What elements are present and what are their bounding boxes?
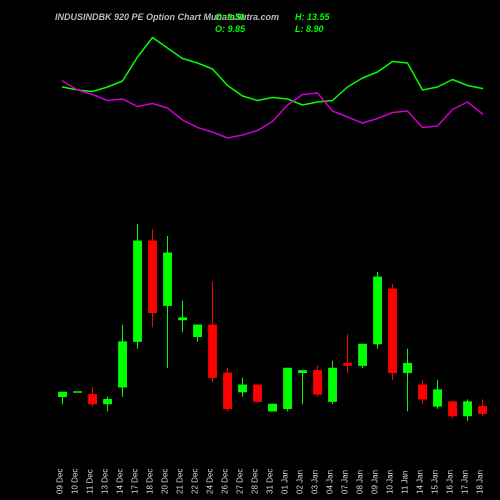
x-axis-label: 22 Dec <box>191 469 200 494</box>
candle-body <box>223 373 231 409</box>
x-axis-label: 20 Dec <box>161 469 170 494</box>
candle-body <box>448 402 456 416</box>
candle-body <box>148 241 156 313</box>
x-axis-label: 04 Jan <box>326 470 335 494</box>
x-axis-label: 14 Jan <box>416 470 425 494</box>
candle-body <box>73 392 81 393</box>
header-label: C: 9.30 <box>215 12 245 22</box>
x-axis-label: 02 Jan <box>296 470 305 494</box>
x-axis-label: 26 Dec <box>221 469 230 494</box>
x-axis-label: 14 Dec <box>116 469 125 494</box>
candle-body <box>163 253 171 306</box>
x-axis-label: 28 Dec <box>251 469 260 494</box>
x-axis-label: 10 Jan <box>386 470 395 494</box>
candle-body <box>418 385 426 399</box>
candle-body <box>88 394 96 404</box>
x-axis-label: 11 Jan <box>401 471 410 494</box>
candle-body <box>268 404 276 411</box>
candle-body <box>283 368 291 409</box>
candle-body <box>313 370 321 394</box>
x-axis-label: 08 Jan <box>356 470 365 494</box>
candle-body <box>133 241 141 342</box>
candle-body <box>433 390 441 407</box>
candle-body <box>178 318 186 320</box>
x-axis-label: 10 Dec <box>71 469 80 494</box>
x-axis-label: 11 Dec <box>86 469 95 494</box>
x-axis-label: 07 Jan <box>341 470 350 494</box>
header-label: INDUSINDBK 920 PE Option Chart MunafaSut… <box>55 12 279 22</box>
x-axis-label: 01 Jan <box>281 470 290 494</box>
x-axis-label: 09 Dec <box>56 469 65 494</box>
x-axis-label: 17 Jan <box>461 470 470 494</box>
x-axis-label: 17 Dec <box>131 469 140 494</box>
x-axis-label: 18 Jan <box>476 470 485 494</box>
candle-body <box>373 277 381 344</box>
x-axis-label: 21 Dec <box>176 469 185 494</box>
candle-body <box>463 402 471 416</box>
candle-body <box>298 370 306 372</box>
candle-body <box>253 385 261 402</box>
candle-body <box>403 363 411 373</box>
chart-svg: 09 Dec 10 Dec 11 Dec 13 Dec 14 Dec 17 Dec 18 D… <box>0 0 500 500</box>
chart-container: 09 Dec 10 Dec 11 Dec 13 Dec 14 Dec 17 Dec 18 D… <box>0 0 500 500</box>
candle-body <box>358 344 366 366</box>
candle-body <box>103 399 111 404</box>
candle-body <box>193 325 201 337</box>
candle-body <box>238 385 246 392</box>
x-axis-label: 15 Jan <box>431 470 440 494</box>
candle-body <box>478 406 486 413</box>
x-axis-label: 27 Dec <box>236 469 245 494</box>
x-axis-label: 09 Jan <box>371 470 380 494</box>
candle-body <box>208 325 216 378</box>
header-label: L: 8.90 <box>295 24 324 34</box>
x-axis-label: 31 Dec <box>266 469 275 494</box>
x-axis-label: 13 Dec <box>101 469 110 494</box>
background <box>0 0 500 500</box>
x-axis-label: 18 Dec <box>146 469 155 494</box>
candle-body <box>118 342 126 388</box>
candle-body <box>388 289 396 373</box>
candle-body <box>328 368 336 402</box>
candle-body <box>58 392 66 397</box>
header-label: O: 9.85 <box>215 24 245 34</box>
candle-body <box>343 363 351 365</box>
header-label: H: 13.55 <box>295 12 330 22</box>
x-axis-label: 03 Jan <box>311 470 320 494</box>
x-axis-label: 24 Dec <box>206 469 215 494</box>
x-axis-label: 16 Jan <box>446 470 455 494</box>
